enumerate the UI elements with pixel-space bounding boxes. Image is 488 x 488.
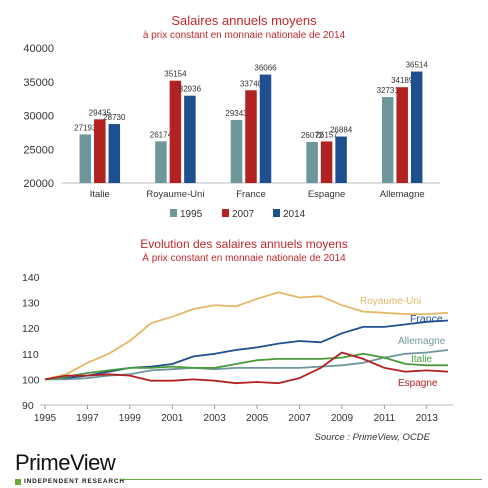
bar	[230, 119, 243, 183]
data-label: 26174	[150, 130, 173, 139]
bar	[410, 71, 423, 183]
data-label: 26157	[315, 130, 338, 139]
bar	[320, 141, 333, 183]
brand-mark	[15, 479, 21, 485]
x-tick-label: 1997	[76, 413, 99, 424]
y-tick-label: 130	[22, 298, 40, 310]
x-tick-label: 2005	[246, 413, 269, 424]
x-tick-label: 1995	[34, 413, 57, 424]
bar	[245, 90, 257, 183]
data-label: 32731	[377, 86, 400, 95]
brand-tagline: INDEPENDENT RESEARCH	[24, 478, 125, 485]
y-tick-label: 20000	[23, 178, 54, 190]
legend-label: 2014	[283, 209, 306, 220]
x-tick-label: 2011	[374, 413, 396, 424]
data-label: 35154	[164, 70, 187, 79]
chart1-title: Salaires annuels moyens	[171, 13, 317, 28]
data-label: 29343	[225, 109, 248, 118]
brand-logo: PrimeView	[15, 450, 116, 475]
footer-rule	[120, 479, 482, 480]
y-tick-label: 140	[22, 272, 40, 284]
bar-chart: 40000 35000 30000 25000 20000 27193 2943528730…	[23, 43, 440, 220]
bar	[169, 80, 182, 183]
x-tick-label: 2009	[331, 413, 354, 424]
bar	[79, 134, 92, 183]
x-tick-label: 1999	[119, 413, 142, 424]
series-line	[44, 351, 449, 385]
series-line	[44, 319, 449, 381]
y-tick-label: 110	[22, 349, 39, 361]
chart2-title: Evolution des salaires annuels moyens	[140, 237, 348, 251]
bar	[94, 119, 106, 183]
category-label: France	[236, 189, 266, 200]
bar	[381, 97, 394, 183]
chart1-subtitle: à prix constant en monnaie nationale de …	[142, 30, 346, 41]
bar	[184, 95, 196, 183]
category-label: Espagne	[308, 189, 346, 200]
data-label: 33740	[240, 79, 263, 88]
y-tick-label: 30000	[23, 111, 54, 123]
legend-label: 1995	[180, 209, 203, 220]
legend-swatch	[170, 209, 177, 217]
series-label: France	[410, 313, 443, 325]
series-label: Royaume-Uni	[360, 296, 421, 307]
data-label: 29435	[89, 108, 112, 117]
x-tick-label: 2007	[288, 413, 311, 424]
series-line	[44, 291, 449, 381]
legend-label: 2007	[232, 209, 255, 220]
x-tick-label: 2003	[204, 413, 227, 424]
legend-swatch	[222, 209, 229, 217]
series-label: Italie	[411, 354, 433, 365]
y-tick-label: 100	[22, 374, 40, 386]
data-label: 34189	[391, 76, 414, 85]
bar	[259, 74, 272, 183]
category-label: Italie	[90, 189, 110, 200]
x-tick-label: 2001	[161, 413, 184, 424]
data-label: 36514	[406, 61, 429, 70]
data-label: 36066	[254, 64, 277, 73]
data-label: 28730	[103, 113, 126, 122]
data-label: 32936	[179, 85, 202, 94]
category-label: Royaume-Uni	[146, 189, 204, 200]
data-label: 27193	[74, 123, 97, 132]
bar	[396, 87, 408, 183]
bar	[155, 141, 167, 183]
category-label: Allemagne	[380, 189, 425, 200]
y-tick-label: 40000	[23, 43, 54, 55]
data-label: 26072	[301, 131, 324, 140]
x-tick-label: 2013	[416, 413, 439, 424]
series-label: Espagne	[398, 378, 438, 389]
chart2-subtitle: À prix constant en monnaie nationale de …	[142, 253, 346, 264]
series-line	[44, 352, 448, 381]
bar	[108, 124, 121, 183]
bar	[306, 142, 318, 183]
source-note: Source : PrimeView, OCDE	[314, 432, 430, 443]
y-tick-label: 25000	[23, 144, 54, 156]
legend-swatch	[273, 209, 280, 217]
data-label: 26884	[330, 126, 353, 135]
series-label: Allemagne	[398, 336, 446, 347]
y-tick-label: 35000	[23, 77, 54, 89]
y-tick-label: 90	[22, 400, 34, 412]
y-tick-label: 120	[22, 323, 40, 335]
bar	[335, 136, 347, 183]
